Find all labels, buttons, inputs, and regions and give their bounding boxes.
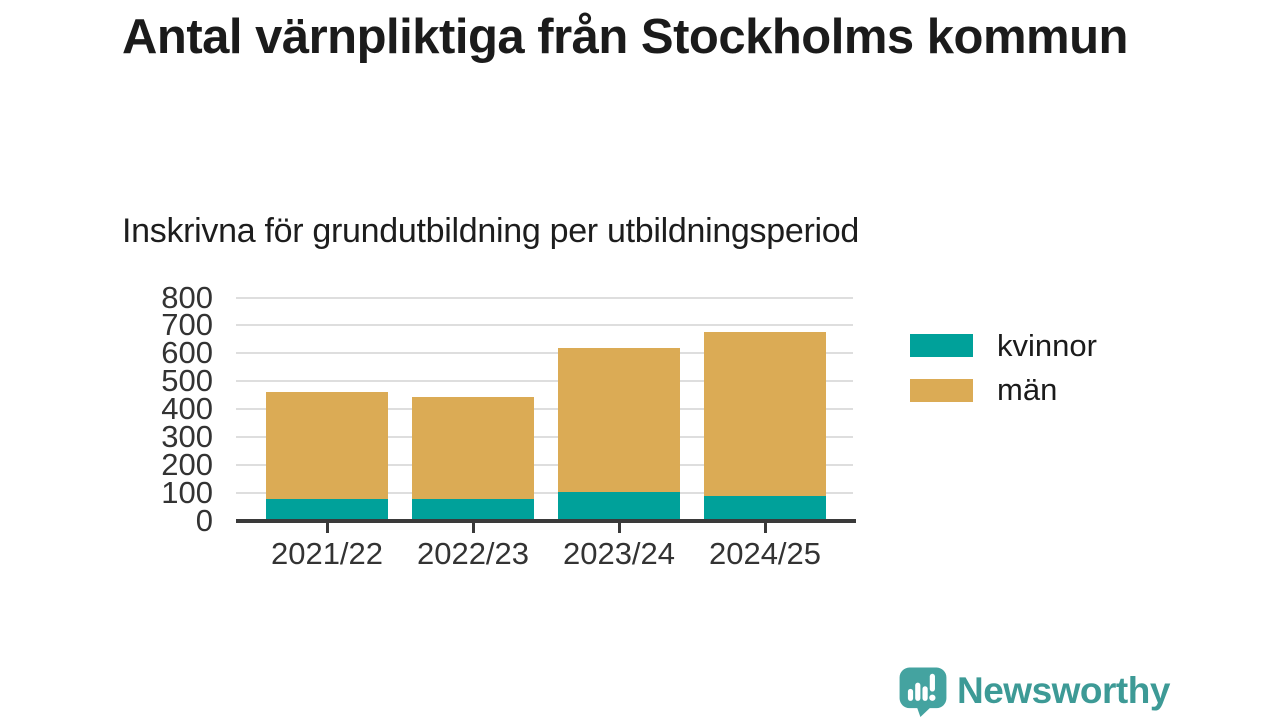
gridline-700 <box>236 324 853 327</box>
gridline-200 <box>236 464 853 467</box>
legend-swatch-män <box>910 378 973 402</box>
gridline-300 <box>236 436 853 439</box>
y-axis-label: 400 <box>161 391 213 427</box>
bar-segment-män-2024/25 <box>704 332 826 496</box>
y-axis-label: 600 <box>161 335 213 371</box>
y-axis-label: 500 <box>161 363 213 399</box>
legend-swatch-kvinnor <box>910 334 973 357</box>
x-axis-label: 2021/22 <box>270 536 384 571</box>
y-axis-label: 100 <box>161 475 213 511</box>
gridline-600 <box>236 352 853 355</box>
gridline-100 <box>236 492 853 495</box>
gridline-800 <box>236 296 853 299</box>
bar-segment-män-2023/24 <box>558 347 680 492</box>
y-axis-label: 800 <box>161 279 213 315</box>
gridline-400 <box>236 408 853 411</box>
bar-segment-män-2021/22 <box>266 392 388 499</box>
page-title: Antal värnpliktiga från Stockholms kommu… <box>122 10 1128 64</box>
chart-subtitle: Inskrivna för grundutbildning per utbild… <box>122 212 859 250</box>
bar-segment-män-2022/23 <box>412 396 534 499</box>
x-axis-label: 2023/24 <box>562 536 676 571</box>
newsworthy-logo-icon <box>898 666 948 717</box>
x-axis-line <box>236 519 856 523</box>
x-axis-tick <box>325 523 329 533</box>
bar-segment-kvinnor-2023/24 <box>558 491 680 521</box>
newsworthy-logo-text: Newsworthy <box>957 670 1170 711</box>
y-axis-label: 0 <box>195 503 213 538</box>
x-axis-tick <box>763 523 767 533</box>
x-axis-tick <box>617 523 621 533</box>
x-axis-tick <box>471 523 475 533</box>
gridline-500 <box>236 380 853 383</box>
y-axis-label: 700 <box>161 307 213 343</box>
bar-segment-kvinnor-2021/22 <box>266 498 388 521</box>
legend-label-män: män <box>997 372 1058 407</box>
y-axis-label: 300 <box>161 419 213 455</box>
legend-label-kvinnor: kvinnor <box>997 327 1097 363</box>
bar-segment-kvinnor-2022/23 <box>412 498 534 521</box>
y-axis-label: 200 <box>161 447 213 483</box>
x-axis-label: 2024/25 <box>708 536 822 571</box>
bar-segment-kvinnor-2024/25 <box>704 495 826 521</box>
x-axis-label: 2022/23 <box>416 536 530 571</box>
